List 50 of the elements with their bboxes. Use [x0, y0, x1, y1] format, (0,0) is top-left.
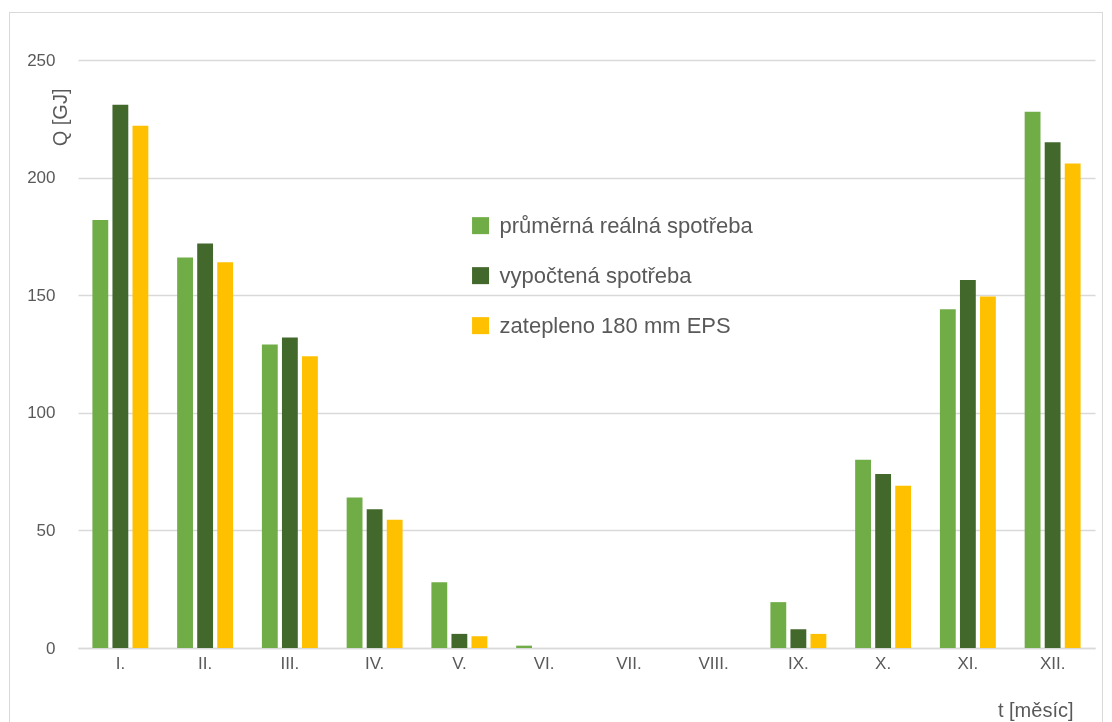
bar	[1064, 163, 1081, 648]
bar	[346, 497, 363, 648]
bar	[770, 602, 787, 648]
bar	[1024, 111, 1041, 648]
bar	[959, 279, 976, 648]
x-tick-label: VII.	[616, 653, 642, 673]
bar	[855, 459, 871, 648]
legend-label: zatepleno 180 mm EPS	[499, 312, 731, 338]
x-tick-label: X.	[875, 653, 892, 673]
bar	[281, 337, 298, 648]
bar	[112, 104, 129, 648]
bar	[939, 309, 956, 648]
bar	[261, 344, 278, 648]
y-tick-label: 0	[46, 638, 56, 658]
y-axis-title: Q [GJ]	[48, 88, 71, 147]
x-axis-title: t [měsíc]	[997, 698, 1074, 721]
bar	[1044, 142, 1061, 648]
y-tick-label: 50	[36, 520, 56, 540]
bar	[302, 356, 318, 648]
x-tick-label: XII.	[1039, 653, 1066, 673]
legend-label: průměrná reálná spotřeba	[499, 212, 754, 238]
bar	[177, 257, 193, 648]
bar	[217, 262, 234, 648]
x-tick-label: XI.	[957, 653, 979, 673]
bar	[471, 636, 488, 648]
y-tick-label: 200	[27, 168, 56, 188]
x-tick-label: II.	[198, 653, 213, 673]
bar	[980, 296, 996, 648]
bar	[431, 582, 448, 648]
bar	[366, 509, 383, 648]
x-tick-label: V.	[452, 653, 467, 673]
bar	[132, 125, 149, 648]
y-tick-label: 250	[27, 50, 56, 70]
bar	[451, 633, 468, 648]
bar	[875, 473, 892, 648]
bar	[386, 519, 403, 648]
y-tick-label: 100	[27, 403, 56, 423]
x-tick-label: I.	[115, 653, 126, 673]
x-tick-label: III.	[280, 653, 300, 673]
bar	[197, 243, 214, 648]
legend-label: vypočtená spotřeba	[499, 262, 693, 288]
bar	[895, 485, 912, 648]
bar	[810, 633, 827, 648]
x-tick-label: IX.	[787, 653, 809, 673]
bar	[790, 629, 807, 648]
y-tick-label: 150	[27, 285, 56, 305]
x-tick-label: VI.	[533, 653, 555, 673]
x-tick-label: IV.	[365, 653, 385, 673]
x-tick-label: VIII.	[698, 653, 729, 673]
bar	[92, 219, 109, 648]
